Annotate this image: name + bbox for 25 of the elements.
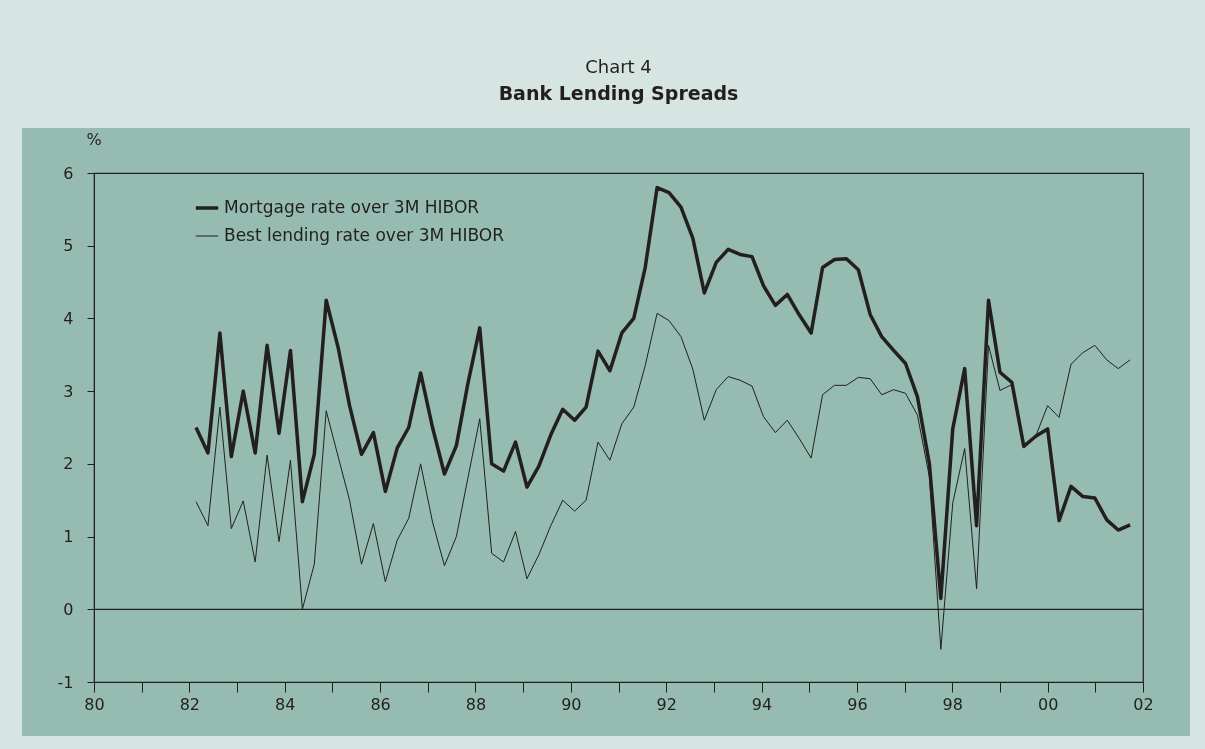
x-tick-label: 98: [942, 694, 963, 714]
x-tick-label: 94: [751, 694, 773, 714]
x-tick-label: 82: [179, 694, 201, 714]
x-tick-label: 86: [370, 694, 391, 714]
y-tick-label: 2: [63, 454, 74, 474]
y-tick-label: 0: [63, 599, 74, 619]
x-tick-label: 00: [1037, 694, 1059, 714]
x-tick-label: 90: [561, 694, 582, 714]
x-tick-label: 92: [656, 694, 677, 714]
y-tick-label: -1: [57, 672, 74, 692]
y-axis-title: %: [86, 129, 102, 149]
chart-title: Chart 4: [585, 56, 652, 77]
y-tick-label: 6: [63, 163, 74, 183]
legend-label: Best lending rate over 3M HIBOR: [224, 225, 505, 245]
x-tick-label: 80: [84, 694, 105, 714]
x-tick-label: 02: [1133, 694, 1154, 714]
x-tick-label: 96: [847, 694, 868, 714]
x-tick-label: 84: [275, 694, 296, 714]
legend-label: Mortgage rate over 3M HIBOR: [224, 197, 480, 217]
y-tick-label: 4: [63, 308, 74, 328]
y-tick-label: 1: [63, 527, 74, 547]
y-tick-label: 3: [63, 381, 74, 401]
chart-subtitle: Bank Lending Spreads: [498, 82, 739, 104]
y-tick-label: 5: [63, 236, 74, 256]
x-tick-label: 88: [465, 694, 487, 714]
